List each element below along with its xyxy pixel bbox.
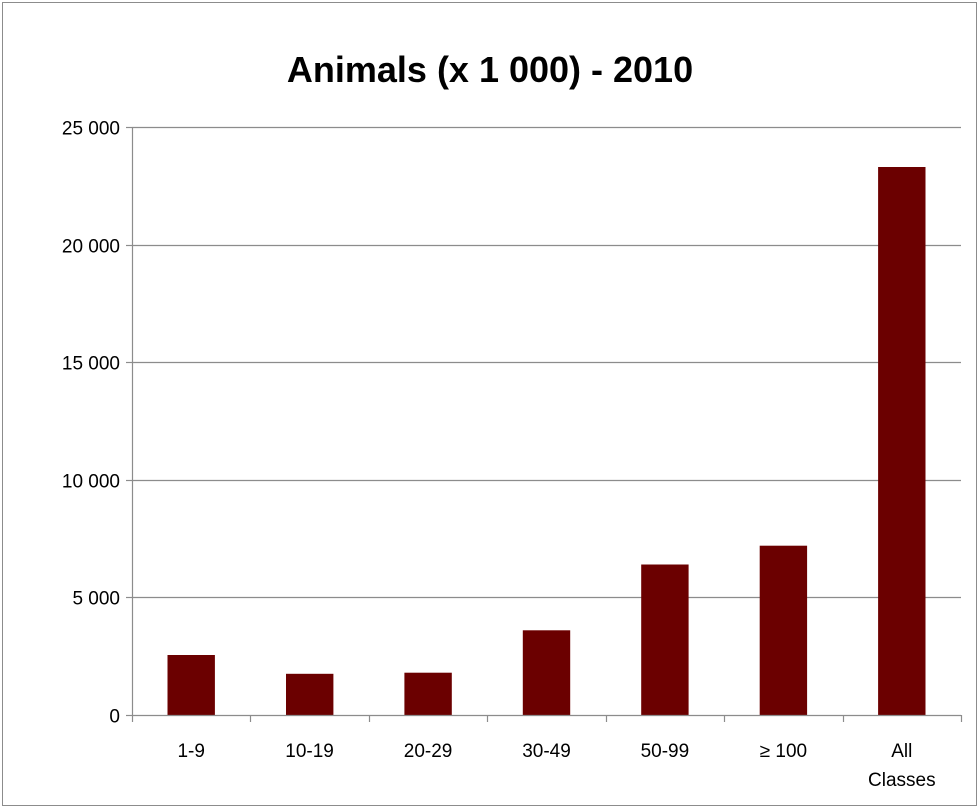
bar: [759, 545, 808, 715]
axes: [126, 126, 963, 722]
y-tick-labels: 0 5 000 10 000 15 000 20 000 25 000: [62, 119, 120, 728]
x-tick-label: 10-19: [285, 741, 334, 762]
x-tick-label: 50-99: [641, 741, 690, 762]
y-tick-label: 10 000: [62, 472, 120, 493]
x-tick-labels: 1-9 10-19 20-29 30-49 50-99 ≥ 100 All Classes: [177, 741, 935, 791]
bar: [878, 167, 926, 715]
y-tick-label: 5 000: [72, 589, 120, 610]
y-tick-label: 20 000: [62, 237, 120, 258]
y-tick-label: 25 000: [62, 119, 120, 140]
bar: [167, 655, 215, 715]
y-tick-label: 0: [109, 707, 120, 728]
y-tick-label: 15 000: [62, 354, 120, 375]
x-tick-label: All Classes: [868, 741, 936, 791]
bar: [641, 564, 689, 715]
bar: [522, 630, 571, 715]
chart-title: Animals (x 1 000) - 2010: [287, 49, 693, 90]
x-tick-label: 20-29: [404, 741, 453, 762]
x-tick-label: 1-9: [177, 741, 204, 762]
bars: [167, 167, 926, 715]
gridlines: [132, 126, 961, 599]
x-tick-label: ≥ 100: [760, 741, 807, 762]
bar: [404, 672, 452, 715]
x-tick-label: 30-49: [522, 741, 571, 762]
bar: [286, 673, 334, 715]
